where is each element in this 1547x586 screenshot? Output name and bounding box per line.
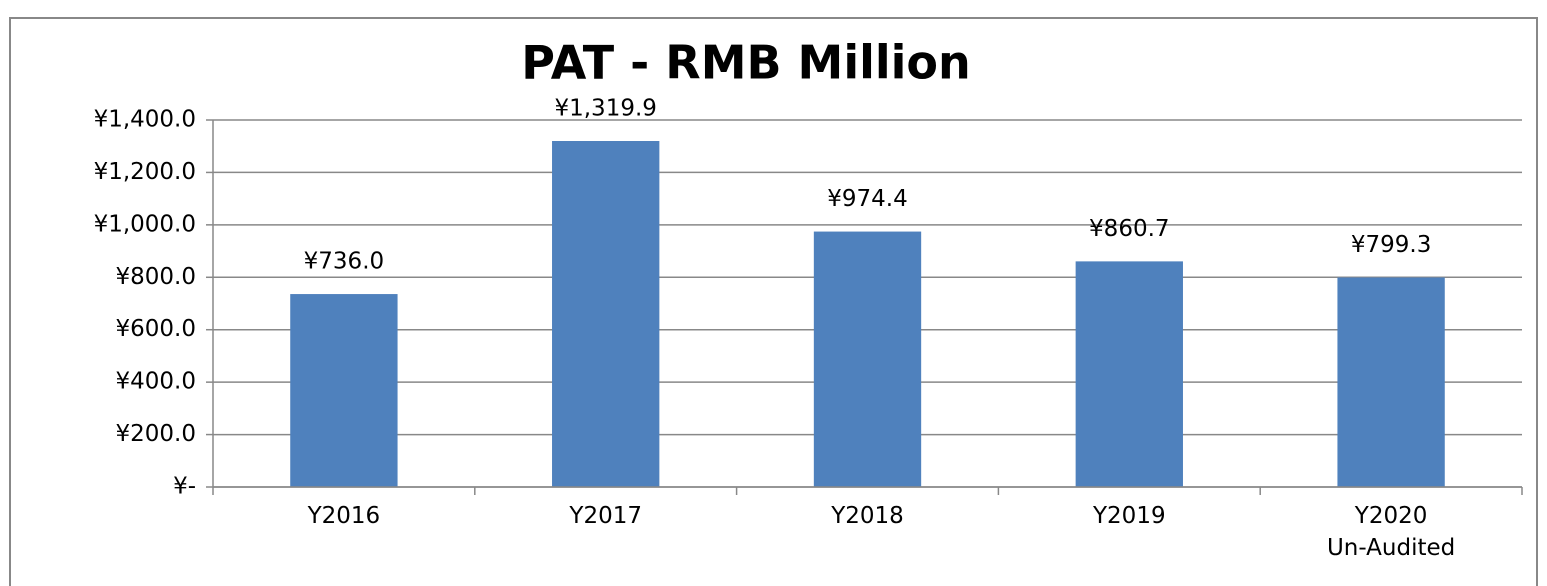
data-label: ¥974.4 [827, 186, 907, 212]
y-tick-label: ¥1,200.0 [94, 159, 196, 185]
x-tick-label: Y2017 [569, 503, 642, 529]
y-tick-label: ¥600.0 [116, 316, 196, 342]
bar [552, 140, 660, 487]
y-tick-label: ¥800.0 [116, 264, 196, 290]
y-tick-label: ¥1,000.0 [94, 211, 196, 237]
y-tick-label: ¥200.0 [116, 421, 196, 447]
chart-title: PAT - RMB Million [521, 36, 971, 90]
data-label: ¥799.3 [1351, 232, 1431, 258]
data-label: ¥860.7 [1089, 216, 1169, 242]
bar [290, 294, 398, 487]
bar [813, 231, 922, 487]
bar [1075, 261, 1183, 487]
y-tick-label: ¥400.0 [116, 369, 196, 395]
x-tick-label: Y2018 [831, 503, 904, 529]
chart-border [9, 17, 1538, 586]
data-label: ¥736.0 [304, 249, 384, 275]
x-tick-label: Y2016 [307, 503, 381, 529]
x-tick-label: Y2019 [1093, 503, 1166, 529]
x-tick-label: Y2020 Un-Audited [1326, 503, 1456, 561]
y-tick-label: ¥1,400.0 [94, 107, 196, 133]
data-label: ¥1,319.9 [554, 95, 656, 121]
bar [1337, 277, 1445, 487]
y-tick-label: ¥- [173, 474, 196, 500]
